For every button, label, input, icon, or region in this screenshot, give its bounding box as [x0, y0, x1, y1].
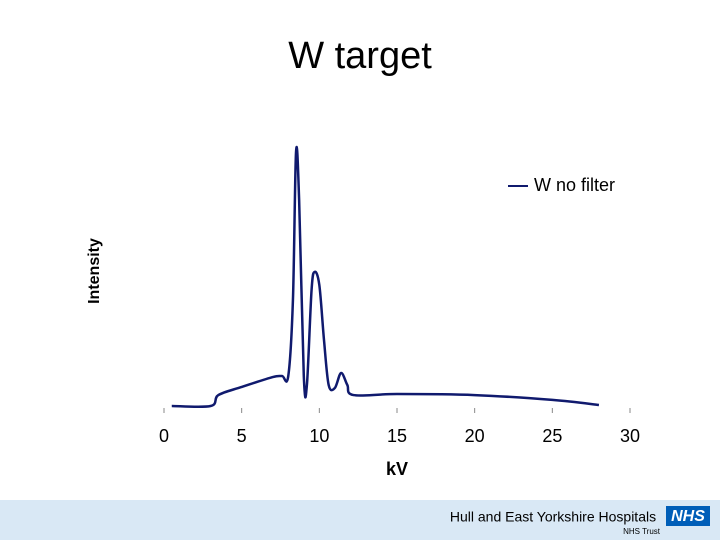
x-tick-label: 5 — [237, 426, 247, 446]
footer-bar — [0, 500, 720, 540]
x-tick-label: 30 — [620, 426, 640, 446]
y-axis-label: Intensity — [86, 238, 103, 304]
chart-title: W target — [288, 35, 432, 77]
x-axis-label: kV — [386, 459, 408, 479]
x-tick-label: 25 — [542, 426, 562, 446]
footer-organization: Hull and East Yorkshire Hospitals — [450, 509, 656, 525]
footer-subtitle: NHS Trust — [623, 527, 661, 536]
legend-label: W no filter — [534, 175, 615, 195]
x-tick-label: 10 — [309, 426, 329, 446]
x-tick-label: 15 — [387, 426, 407, 446]
nhs-logo — [666, 506, 710, 526]
nhs-logo-text: NHS — [671, 508, 705, 525]
data-line — [171, 145, 600, 409]
x-tick-label: 20 — [465, 426, 485, 446]
x-tick-label: 0 — [159, 426, 169, 446]
